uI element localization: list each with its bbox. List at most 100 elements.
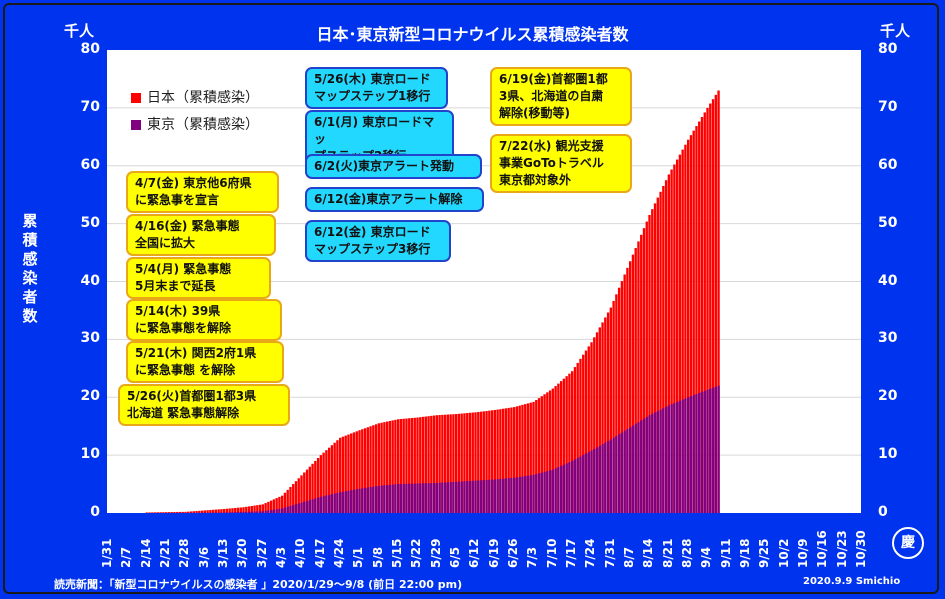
japan-bar: [322, 452, 325, 513]
annotation-line: 全国に拡大: [135, 236, 196, 250]
annotation-box: 6/12(金) 東京ロード マップステップ3移行: [305, 220, 451, 262]
tokyo-bar: [416, 483, 419, 513]
y-tick-label: 60: [80, 156, 100, 173]
japan-bar: [184, 511, 187, 513]
x-tick-label: 6/26: [506, 538, 520, 568]
y-axis-label-char: 数: [22, 307, 38, 325]
japan-bar: [162, 512, 165, 513]
japan-bar: [678, 154, 682, 514]
tokyo-bar: [606, 441, 610, 513]
japan-bar: [211, 509, 215, 513]
japan-bar: [385, 421, 389, 513]
tokyo-bar: [234, 512, 237, 513]
x-tick-label: 9/25: [757, 538, 772, 568]
tokyo-bar: [642, 418, 646, 513]
tokyo-bar: [623, 430, 626, 513]
tokyo-bar: [256, 511, 259, 513]
japan-bar: [706, 107, 709, 513]
tokyo-bar: [546, 471, 549, 513]
tokyo-bar: [535, 474, 538, 513]
japan-bar: [615, 294, 618, 513]
legend-japan: 日本（累積感染）: [131, 87, 259, 107]
x-tick-label: 7/3: [525, 546, 540, 568]
japan-bar: [711, 99, 715, 513]
tokyo-bar: [374, 486, 378, 513]
x-tick-label: 9/11: [718, 538, 733, 568]
tokyo-bar: [430, 483, 433, 513]
y-axis-label: 累 積 感 染 者 数: [20, 212, 40, 326]
japan-bar: [490, 410, 494, 513]
japan-bar: [648, 214, 651, 513]
tokyo-bar: [292, 505, 295, 513]
annotation-box: 6/19(金)首都圏1都 3県、北海道の自粛 解除(移動等): [490, 67, 632, 126]
tokyo-bar: [391, 484, 394, 513]
japan-bar: [267, 501, 270, 513]
japan-bar: [231, 508, 234, 513]
tokyo-bar: [513, 477, 516, 513]
japan-bar: [656, 197, 659, 514]
annotation-line: 5/26(火)首都圏1都3県: [127, 389, 257, 403]
y-tick-label: 10: [878, 446, 898, 463]
x-tick-label: 10/9: [796, 538, 810, 568]
japan-bar: [518, 405, 521, 513]
annotation-box: 5/21(木) 関西2府1県 に緊急事態 を解除: [126, 341, 284, 383]
tokyo-bar: [651, 413, 654, 513]
tokyo-bar: [507, 478, 510, 513]
japan-bar: [303, 472, 306, 513]
japan-bar: [297, 478, 300, 513]
tokyo-bar: [247, 511, 251, 513]
japan-bar: [391, 420, 394, 513]
credit-note: 2020.9.9 Smichio: [803, 576, 901, 587]
tokyo-bar: [377, 485, 381, 513]
annotation-line: 6/1(月) 東京ロードマッ: [314, 115, 435, 146]
annotation-line: 5/14(木) 39県: [135, 304, 221, 318]
japan-bar: [286, 489, 289, 513]
tokyo-bar: [537, 473, 541, 513]
japan-bar: [438, 415, 441, 513]
japan-bar: [587, 346, 590, 513]
tokyo-bar: [587, 451, 590, 513]
x-tick-label: 4/3: [274, 546, 288, 568]
annotation-line: に緊急事を宣言: [135, 193, 220, 207]
japan-bar: [474, 412, 477, 513]
japan-bar: [675, 159, 679, 513]
x-tick-label: 6/12: [467, 538, 482, 568]
japan-bar: [374, 424, 378, 513]
tokyo-bar: [369, 487, 372, 513]
x-tick-label: 5/8: [370, 546, 385, 568]
japan-bar: [223, 508, 226, 513]
tokyo-bar: [228, 512, 231, 513]
japan-bar: [402, 418, 405, 513]
tokyo-bar: [399, 483, 403, 513]
japan-bar: [441, 414, 444, 513]
y-tick-label: 50: [878, 214, 898, 231]
tokyo-bar: [482, 480, 485, 513]
tokyo-bar: [339, 492, 342, 513]
tokyo-bar: [695, 394, 698, 513]
japan-bar: [300, 475, 303, 513]
tokyo-bar: [698, 392, 701, 513]
japan-bar: [173, 512, 176, 513]
tokyo-bar: [485, 479, 488, 513]
x-tick-label: 2/14: [138, 538, 153, 568]
author-seal-icon: 慶: [892, 527, 924, 559]
tokyo-bar: [446, 482, 450, 513]
tokyo-bar: [463, 481, 466, 513]
tokyo-bar: [347, 490, 350, 513]
japan-bar: [557, 383, 560, 513]
japan-bar: [496, 409, 499, 513]
tokyo-bar: [355, 489, 358, 513]
annotation-line: 解除(移動等): [499, 106, 570, 120]
y-tick-label: 40: [878, 272, 898, 289]
japan-bar: [485, 410, 488, 513]
japan-bar: [195, 511, 198, 513]
tokyo-bar: [667, 405, 671, 513]
x-tick-label: 3/27: [254, 538, 269, 568]
tokyo-bar: [493, 479, 497, 513]
tokyo-bar: [297, 503, 300, 513]
tokyo-bar: [601, 444, 604, 513]
japan-bar: [524, 404, 527, 513]
tokyo-bar: [264, 510, 267, 513]
japan-bar: [681, 149, 684, 513]
japan-bar: [466, 413, 469, 513]
